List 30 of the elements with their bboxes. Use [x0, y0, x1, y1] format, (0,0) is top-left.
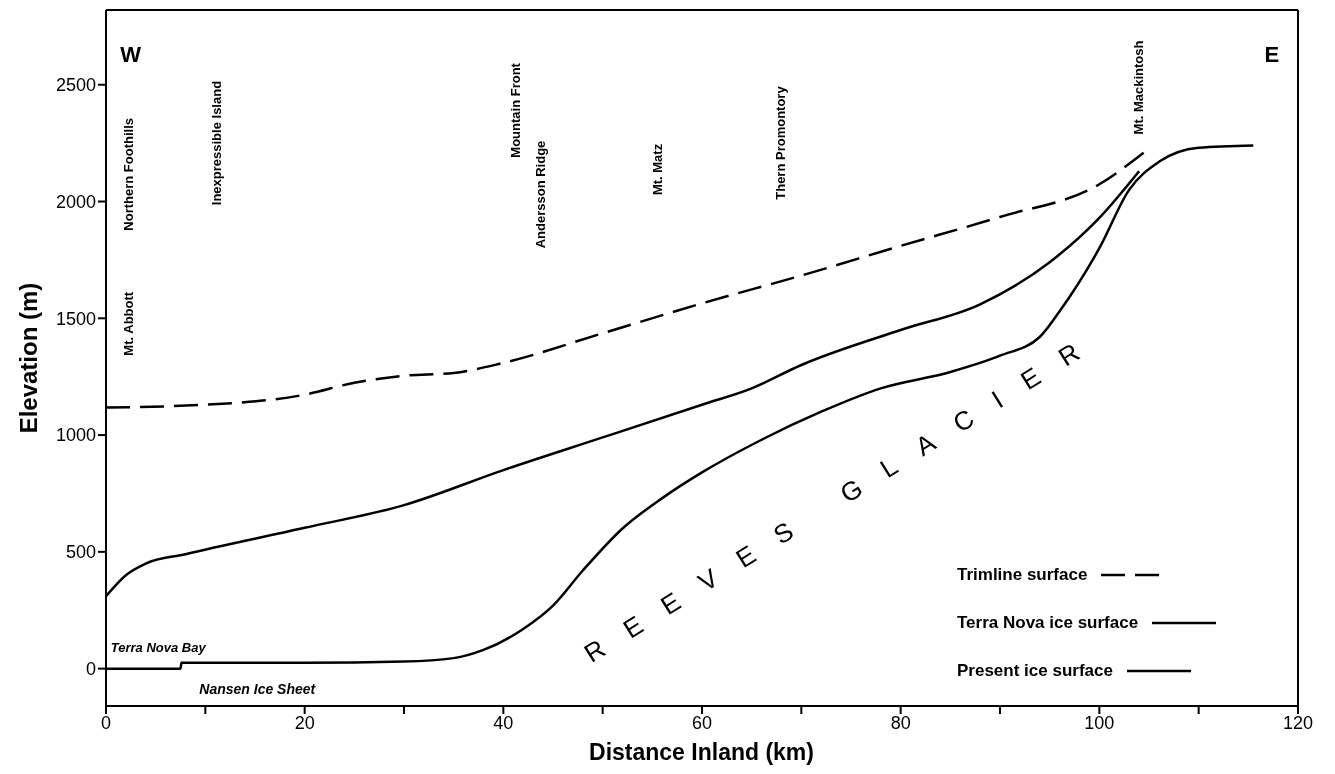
annotation: Inexpressible Island — [209, 80, 225, 206]
x-axis-title: Distance Inland (km) — [589, 739, 814, 765]
y-tick-label: 1500 — [55, 308, 96, 329]
annotation: Thern Promontory — [772, 85, 788, 200]
x-tick-label: 20 — [294, 712, 315, 733]
annotation: Mountain Front — [508, 62, 524, 158]
annotation: Terra Nova Bay — [110, 640, 207, 656]
legend-label: Present ice surface — [957, 661, 1113, 681]
y-tick-label: 2000 — [55, 191, 96, 212]
x-tick-label: 40 — [493, 712, 514, 733]
y-tick-label: 500 — [65, 542, 96, 563]
annotation: Mt. Mackintosh — [1131, 40, 1147, 135]
annotation: Nansen Ice Sheet — [199, 680, 317, 697]
annotation: W — [120, 41, 142, 67]
annotation: Northern Foothills — [121, 117, 137, 231]
annotation: Andersson Ridge — [533, 140, 549, 249]
y-axis-title: Elevation (m) — [14, 282, 42, 434]
legend-label: Terra Nova ice surface — [957, 613, 1139, 633]
x-tick-label: 100 — [1084, 712, 1115, 733]
y-tick-label: 2500 — [55, 75, 96, 96]
x-tick-label: 80 — [890, 712, 911, 733]
x-tick-label: 60 — [691, 712, 713, 733]
legend-label: Trimline surface — [957, 565, 1088, 585]
x-tick-label: 120 — [1282, 712, 1314, 733]
y-tick-label: 1000 — [55, 425, 96, 446]
y-tick-label: 0 — [85, 659, 96, 680]
annotation: Mt. Matz — [650, 143, 666, 196]
x-tick-label: 0 — [100, 712, 112, 733]
annotation: E — [1264, 41, 1280, 67]
annotation: Mt. Abbott — [121, 291, 137, 356]
